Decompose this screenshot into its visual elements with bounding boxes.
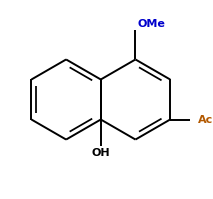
Text: Ac: Ac (198, 114, 213, 125)
Text: OH: OH (91, 148, 110, 158)
Text: OMe: OMe (138, 19, 166, 29)
